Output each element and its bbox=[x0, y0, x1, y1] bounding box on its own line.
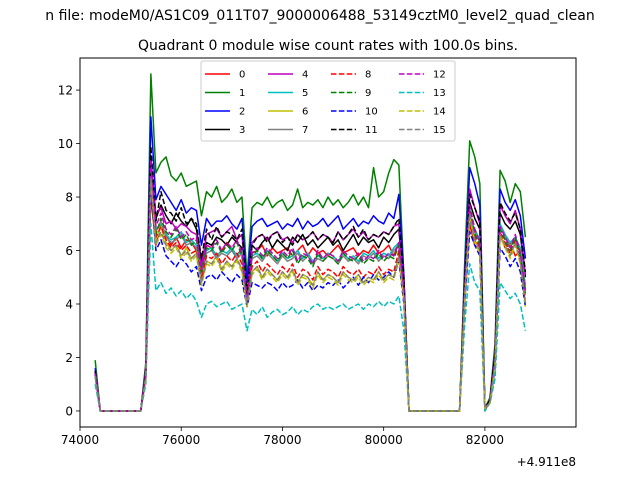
x-tick-label: 74000 bbox=[61, 433, 99, 447]
x-tick-label: 82000 bbox=[466, 433, 504, 447]
legend-label-3: 3 bbox=[239, 125, 245, 136]
legend-label-10: 10 bbox=[365, 107, 378, 118]
series-lines bbox=[94, 73, 527, 412]
series-line-10 bbox=[94, 188, 527, 412]
series-line-15 bbox=[94, 177, 527, 412]
y-tick-label: 0 bbox=[65, 404, 73, 418]
legend-label-4: 4 bbox=[302, 70, 308, 81]
legend-label-0: 0 bbox=[239, 70, 245, 81]
legend-label-2: 2 bbox=[239, 107, 245, 118]
legend-label-15: 15 bbox=[433, 125, 446, 136]
legend-box bbox=[200, 60, 456, 142]
figure-suptitle: n file: modeM0/AS1C09_011T07_9000006488_… bbox=[45, 8, 594, 24]
chart-title: Quadrant 0 module wise count rates with … bbox=[138, 38, 518, 54]
legend-label-6: 6 bbox=[302, 107, 308, 118]
x-offset-label: +4.911e8 bbox=[517, 455, 576, 469]
legend-label-7: 7 bbox=[302, 125, 308, 136]
legend-label-8: 8 bbox=[365, 70, 371, 81]
legend-label-14: 14 bbox=[433, 107, 446, 118]
legend-label-13: 13 bbox=[433, 88, 446, 99]
y-tick-label: 4 bbox=[65, 298, 73, 312]
y-tick-label: 6 bbox=[65, 244, 73, 258]
y-axis: 0 2 4 6 8 10 12 bbox=[58, 84, 80, 418]
y-tick-label: 12 bbox=[58, 84, 73, 98]
y-tick-label: 10 bbox=[58, 137, 73, 151]
x-tick-label: 80000 bbox=[365, 433, 403, 447]
y-tick-label: 2 bbox=[65, 351, 73, 365]
x-tick-label: 78000 bbox=[263, 433, 301, 447]
legend-label-1: 1 bbox=[239, 88, 245, 99]
y-tick-label: 8 bbox=[65, 191, 73, 205]
legend-label-11: 11 bbox=[365, 125, 378, 136]
x-axis: 74000 76000 78000 80000 82000 bbox=[61, 427, 504, 447]
legend-label-5: 5 bbox=[302, 88, 308, 99]
legend-label-12: 12 bbox=[433, 70, 446, 81]
x-tick-label: 76000 bbox=[162, 433, 200, 447]
legend-label-9: 9 bbox=[365, 88, 371, 99]
